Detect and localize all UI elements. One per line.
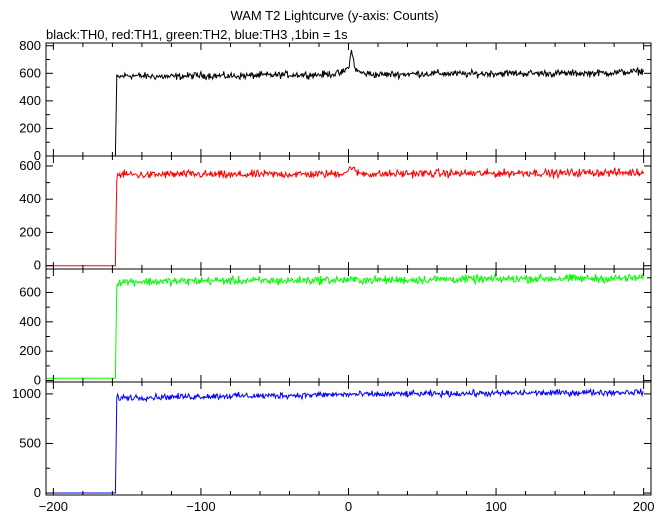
- series-line-0: [46, 49, 645, 157]
- y-tick-label-0-0: 0: [34, 148, 41, 163]
- y-tick-label-1-1: 200: [19, 224, 41, 239]
- y-tick-label-3-2: 1000: [12, 386, 41, 401]
- panel-frame-3: [45, 381, 652, 496]
- y-tick-label-1-3: 600: [19, 158, 41, 173]
- x-tick-label-4: 200: [633, 499, 655, 514]
- y-tick-label-3-0: 0: [34, 485, 41, 500]
- x-tick-label-1: −100: [186, 499, 215, 514]
- y-tick-label-0-2: 400: [19, 93, 41, 108]
- chart-title: WAM T2 Lightcurve (y-axis: Counts): [230, 8, 439, 23]
- y-tick-label-0-1: 200: [19, 120, 41, 135]
- y-tick-label-2-1: 200: [19, 343, 41, 358]
- panel-frame-1: [45, 155, 652, 270]
- y-tick-label-3-1: 500: [19, 435, 41, 450]
- y-tick-label-0-3: 600: [19, 65, 41, 80]
- series-line-2: [46, 272, 645, 379]
- y-tick-label-1-0: 0: [34, 258, 41, 273]
- series-line-3: [46, 387, 644, 494]
- y-tick-label-1-2: 400: [19, 191, 41, 206]
- x-tick-label-2: 0: [345, 499, 352, 514]
- y-tick-label-2-2: 400: [19, 314, 41, 329]
- y-tick-label-2-0: 0: [34, 373, 41, 388]
- chart-subtitle: black:TH0, red:TH1, green:TH2, blue:TH3 …: [46, 27, 348, 42]
- y-tick-label-0-4: 800: [19, 38, 41, 53]
- y-tick-label-2-3: 600: [19, 284, 41, 299]
- x-tick-label-3: 100: [485, 499, 507, 514]
- panel-frame-0: [45, 42, 652, 157]
- x-tick-label-0: −200: [39, 499, 68, 514]
- panel-frame-2: [45, 268, 652, 383]
- series-line-1: [46, 166, 645, 267]
